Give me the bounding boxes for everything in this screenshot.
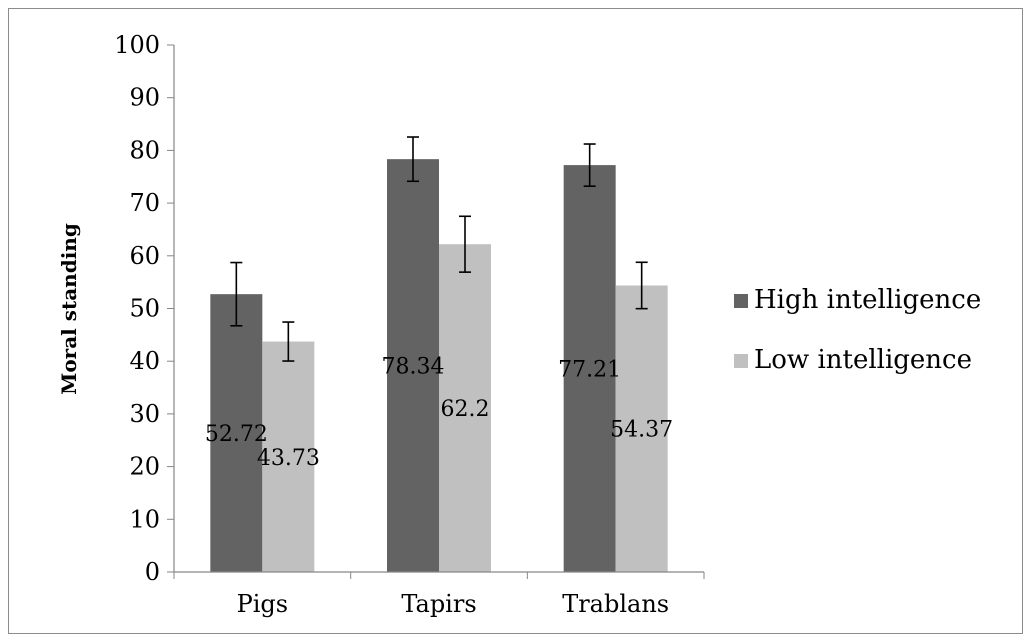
bar-tapirs-low	[439, 244, 491, 572]
y-tick-label: 20	[129, 453, 160, 481]
legend: High intelligence Low intelligence	[734, 285, 981, 375]
error-bar	[407, 136, 419, 183]
y-tick-label: 50	[129, 295, 160, 323]
error-bar	[635, 261, 648, 310]
bar-trablans-low	[615, 285, 668, 572]
error-bar	[230, 261, 243, 327]
legend-item: High intelligence	[734, 285, 981, 315]
data-label: 78.34	[382, 355, 445, 380]
y-tick-label: 80	[129, 136, 160, 164]
bar-pigs-high	[210, 294, 263, 572]
error-bar	[459, 215, 471, 273]
y-tick-label: 30	[129, 400, 160, 428]
axes	[173, 45, 705, 579]
legend-swatch	[734, 294, 748, 308]
error-bar	[583, 143, 596, 187]
error-bar	[282, 321, 295, 362]
chart-frame	[8, 8, 1023, 634]
bar-trablans-high	[563, 165, 616, 572]
error-bars	[230, 136, 648, 362]
y-tick-label: 60	[129, 242, 160, 270]
data-label: 54.37	[610, 418, 673, 443]
legend-label: High intelligence	[754, 285, 981, 315]
bar-tapirs-high	[387, 159, 439, 572]
data-label: 77.21	[558, 358, 621, 383]
data-label: 43.73	[257, 446, 320, 471]
y-tick-label: 40	[129, 347, 160, 375]
y-tick-label: 70	[129, 189, 160, 217]
y-tick-label: 90	[129, 84, 160, 112]
x-category-label: Tapirs	[401, 590, 476, 618]
legend-label: Low intelligence	[754, 345, 972, 375]
bar-pigs-low	[262, 341, 315, 572]
y-tick-label: 10	[129, 505, 160, 533]
y-tick-label: 100	[114, 31, 160, 59]
y-axis-label: Moral standing	[57, 223, 81, 395]
x-category-label: Pigs	[237, 590, 289, 618]
x-category-label: Trablans	[562, 590, 669, 618]
y-tick-label: 0	[145, 558, 160, 586]
data-label: 52.72	[205, 422, 268, 447]
x-axis-categories: Pigs Tapirs Trablans	[237, 590, 670, 618]
data-label: 62.2	[441, 397, 490, 422]
legend-swatch	[734, 354, 748, 368]
y-axis-ticks: 0 10 20 30 40 50 60 70 80 90 100	[114, 31, 174, 586]
bars	[210, 159, 668, 572]
legend-item: Low intelligence	[734, 345, 972, 375]
